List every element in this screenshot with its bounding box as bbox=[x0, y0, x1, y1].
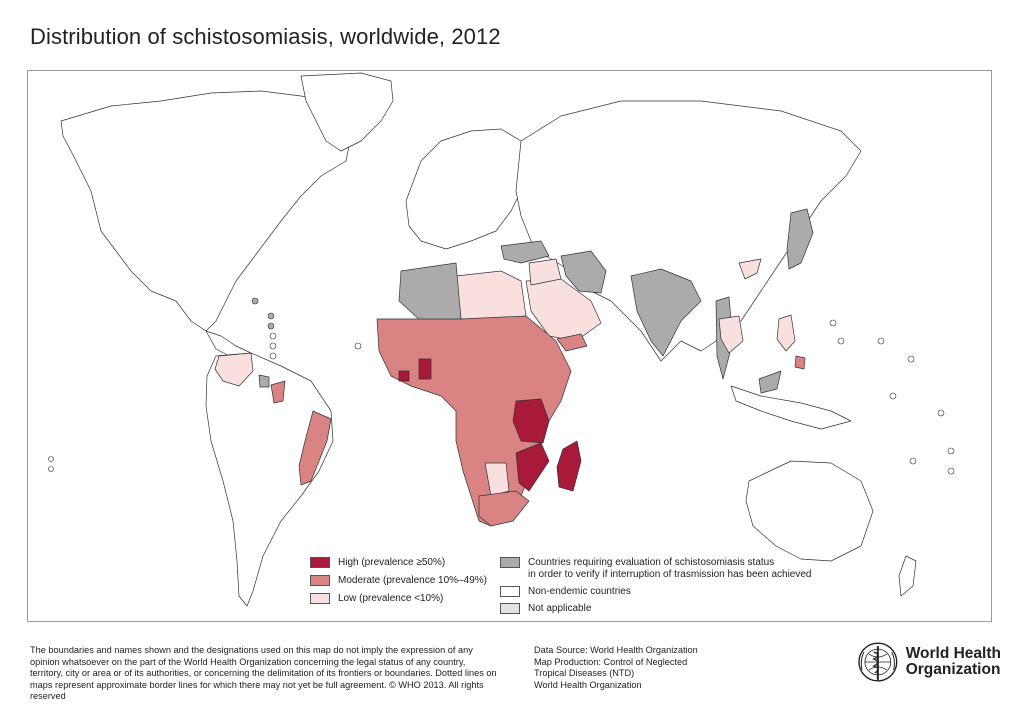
legend-label-high: High (prevalence ≥50%) bbox=[338, 557, 446, 568]
region-tanzania-high bbox=[512, 398, 550, 444]
region-australia bbox=[745, 460, 874, 562]
region-greenland bbox=[300, 72, 394, 152]
region-north-america bbox=[60, 90, 352, 332]
region-suriname-eval bbox=[258, 374, 270, 388]
legend-item-moderate: Moderate (prevalence 10%–49%) bbox=[310, 575, 487, 587]
disclaimer-text: The boundaries and names shown and the d… bbox=[30, 645, 497, 701]
region-iraq-low bbox=[528, 258, 562, 286]
region-philippines-moderate bbox=[794, 355, 806, 370]
who-logo-line-2: Organization bbox=[905, 661, 1001, 678]
region-iran-eval bbox=[560, 250, 607, 294]
source-line-4: World Health Organization bbox=[534, 679, 642, 690]
world-map bbox=[27, 70, 992, 622]
region-indonesia bbox=[730, 385, 852, 430]
data-source: Data Source: World Health Organization M… bbox=[534, 645, 754, 691]
legend-label-evaluation-line1: Countries requiring evaluation of schist… bbox=[528, 557, 775, 568]
legend-item-high: High (prevalence ≥50%) bbox=[310, 557, 445, 569]
who-logo-text: World Health Organization bbox=[906, 646, 1001, 678]
region-india-eval bbox=[630, 268, 702, 357]
region-saudi-low bbox=[525, 278, 602, 342]
region-cambodia-laos-low bbox=[718, 315, 744, 354]
source-line-2: Map Production: Control of Neglected bbox=[534, 656, 688, 667]
island-markers bbox=[48, 297, 955, 475]
who-logo: World Health Organization bbox=[856, 640, 1001, 684]
legend-item-not-applicable: Not applicable bbox=[500, 603, 591, 615]
region-brazil-moderate-2 bbox=[298, 410, 332, 486]
legend-label-non-endemic: Non-endemic countries bbox=[528, 586, 631, 597]
legend-swatch-low bbox=[310, 593, 330, 604]
region-new-zealand bbox=[898, 555, 917, 597]
legend-item-low: Low (prevalence <10%) bbox=[310, 593, 443, 605]
region-ghana-high bbox=[418, 358, 432, 380]
region-south-america bbox=[205, 352, 334, 607]
legend-swatch-evaluation bbox=[500, 557, 520, 568]
legend-label-evaluation: Countries requiring evaluation of schist… bbox=[528, 557, 811, 581]
region-japan-eval bbox=[786, 208, 814, 270]
world-map-svg bbox=[48, 72, 955, 607]
region-south-africa-moderate bbox=[478, 490, 530, 527]
legend-swatch-non-endemic bbox=[500, 586, 520, 597]
legend-swatch-moderate bbox=[310, 575, 330, 586]
source-line-1: Data Source: World Health Organization bbox=[534, 645, 698, 655]
legend-label-moderate: Moderate (prevalence 10%–49%) bbox=[338, 575, 487, 586]
legend-label-low: Low (prevalence <10%) bbox=[338, 593, 444, 604]
region-yemen-moderate bbox=[556, 333, 588, 352]
legend-swatch-high bbox=[310, 557, 330, 568]
legend-item-evaluation: Countries requiring evaluation of schist… bbox=[500, 557, 811, 581]
region-philippines-low bbox=[776, 314, 796, 352]
source-line-3: Tropical Diseases (NTD) bbox=[534, 668, 635, 678]
map-title: Distribution of schistosomiasis, worldwi… bbox=[30, 24, 501, 49]
region-madagascar-high bbox=[556, 440, 582, 492]
legend-label-not-applicable: Not applicable bbox=[528, 603, 592, 614]
region-africa-north-low bbox=[455, 270, 527, 322]
region-europe bbox=[405, 128, 532, 250]
region-indonesia-eval bbox=[758, 370, 782, 394]
region-mozambique-high bbox=[515, 442, 550, 492]
region-algeria-eval bbox=[398, 262, 462, 322]
region-venezuela-low bbox=[214, 352, 254, 387]
region-china-low bbox=[738, 258, 762, 280]
region-namibia-low bbox=[484, 462, 510, 497]
legend-item-non-endemic: Non-endemic countries bbox=[500, 586, 631, 598]
legend-label-evaluation-line2: in order to verify if interruption of tr… bbox=[528, 569, 812, 580]
legend-swatch-not-applicable bbox=[500, 603, 520, 614]
who-logo-line-1: World Health bbox=[905, 645, 1001, 662]
region-liberia-high bbox=[398, 370, 410, 382]
region-turkey-eval bbox=[500, 240, 550, 264]
region-brazil-moderate-1 bbox=[270, 380, 286, 404]
who-emblem-icon bbox=[858, 642, 898, 682]
